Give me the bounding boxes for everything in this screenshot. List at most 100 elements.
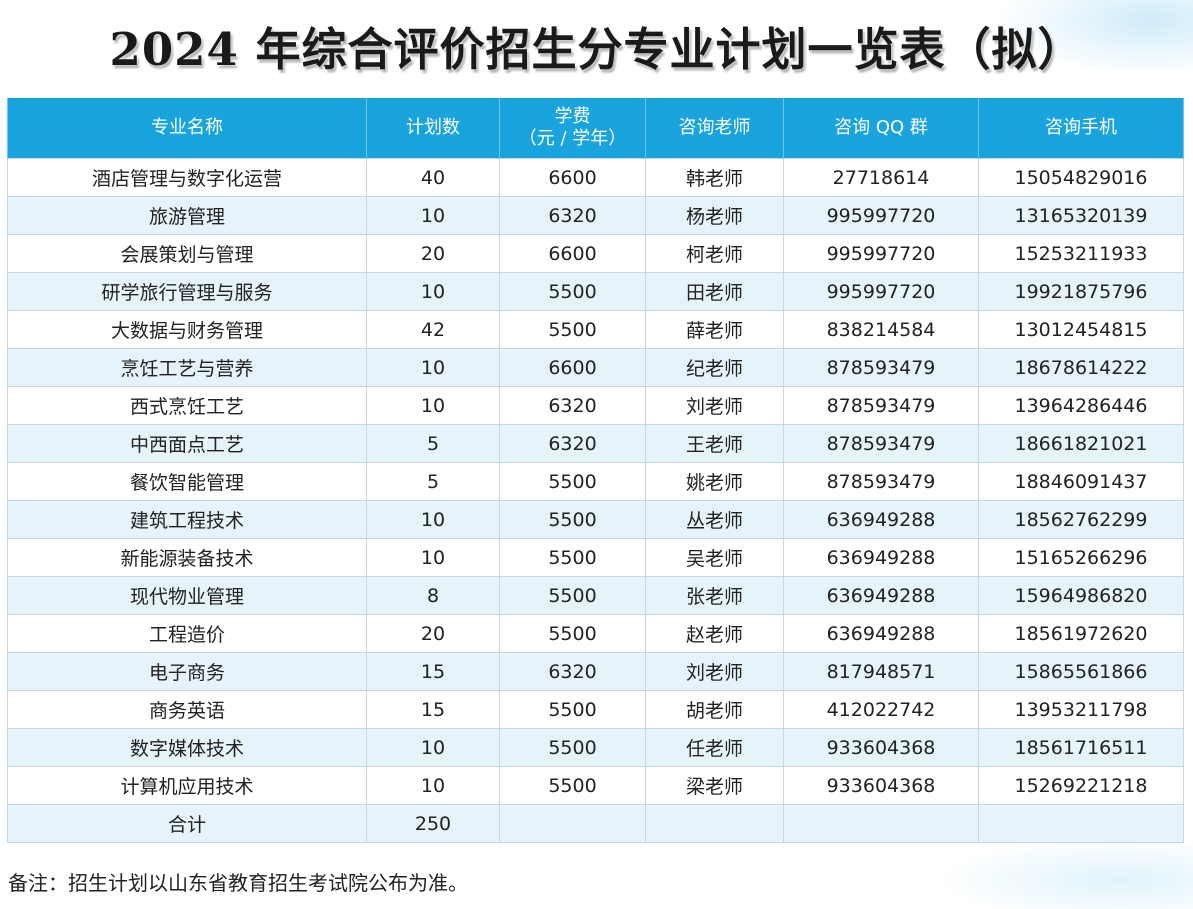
cell-teacher: 韩老师 (645, 158, 784, 197)
cell-fee: 5500 (499, 310, 646, 349)
cell-phone: 15165266296 (978, 538, 1184, 577)
header-fee-line1: 学费 (554, 106, 591, 127)
table-row: 研学旅行管理与服务 10 5500 田老师 995997720 19921875796 (7, 272, 1184, 311)
cell-teacher: 梁老师 (645, 766, 784, 805)
cell-teacher: 王老师 (645, 424, 784, 463)
cell-plan: 15 (366, 690, 500, 729)
cell-phone: 18561716511 (978, 728, 1184, 767)
table-body: 酒店管理与数字化运营 40 6600 韩老师 27718614 15054829016 旅游… (7, 158, 1184, 843)
cell-qq: 933604368 (783, 728, 979, 767)
cell-plan: 8 (366, 576, 500, 615)
cell-teacher: 姚老师 (645, 462, 784, 501)
cell-fee: 5500 (499, 272, 646, 311)
footnote: 备注：招生计划以山东省教育招生考试院公布为准。 (8, 871, 468, 895)
cell-fee: 5500 (499, 576, 646, 615)
cell-qq: 878593479 (783, 462, 979, 501)
cell-major: 酒店管理与数字化运营 (7, 158, 367, 197)
cell-qq: 27718614 (783, 158, 979, 197)
cell-fee: 5500 (499, 766, 646, 805)
cell-fee: 6600 (499, 158, 646, 197)
cell-major: 数字媒体技术 (7, 728, 367, 767)
cell-phone: 18678614222 (978, 348, 1184, 387)
cell-plan: 40 (366, 158, 500, 197)
cell-teacher: 刘老师 (645, 386, 784, 425)
cell-fee: 5500 (499, 614, 646, 653)
cell-qq: 412022742 (783, 690, 979, 729)
cell-teacher: 薛老师 (645, 310, 784, 349)
cell-plan: 10 (366, 196, 500, 235)
cell-qq: 995997720 (783, 234, 979, 273)
table-row: 电子商务 15 6320 刘老师 817948571 15865561866 (7, 652, 1184, 691)
table-row: 商务英语 15 5500 胡老师 412022742 13953211798 (7, 690, 1184, 729)
cell-fee: 5500 (499, 462, 646, 501)
table-row: 会展策划与管理 20 6600 柯老师 995997720 15253211933 (7, 234, 1184, 273)
total-empty-cell (645, 804, 784, 843)
cell-phone: 13165320139 (978, 196, 1184, 235)
cell-phone: 15964986820 (978, 576, 1184, 615)
cell-fee: 6320 (499, 424, 646, 463)
cell-teacher: 丛老师 (645, 500, 784, 539)
cell-fee: 5500 (499, 728, 646, 767)
cell-plan: 10 (366, 766, 500, 805)
cell-fee: 5500 (499, 538, 646, 577)
cell-major: 电子商务 (7, 652, 367, 691)
cell-fee: 6600 (499, 234, 646, 273)
cell-qq: 995997720 (783, 196, 979, 235)
cell-plan: 5 (366, 424, 500, 463)
table-row: 工程造价 20 5500 赵老师 636949288 18561972620 (7, 614, 1184, 653)
header-fee: 学费 （元 / 学年） (499, 98, 646, 159)
cell-plan: 5 (366, 462, 500, 501)
table-row: 建筑工程技术 10 5500 丛老师 636949288 18562762299 (7, 500, 1184, 539)
table-row: 餐饮智能管理 5 5500 姚老师 878593479 18846091437 (7, 462, 1184, 501)
cell-qq: 995997720 (783, 272, 979, 311)
table-row: 中西面点工艺 5 6320 王老师 878593479 18661821021 (7, 424, 1184, 463)
cell-fee: 5500 (499, 500, 646, 539)
cell-plan: 10 (366, 348, 500, 387)
cell-fee: 6320 (499, 652, 646, 691)
cell-major: 计算机应用技术 (7, 766, 367, 805)
cell-phone: 19921875796 (978, 272, 1184, 311)
cell-qq: 817948571 (783, 652, 979, 691)
cell-teacher: 胡老师 (645, 690, 784, 729)
header-phone: 咨询手机 (978, 98, 1184, 159)
cell-qq: 878593479 (783, 348, 979, 387)
cell-major: 建筑工程技术 (7, 500, 367, 539)
cell-major: 会展策划与管理 (7, 234, 367, 273)
cell-teacher: 刘老师 (645, 652, 784, 691)
cell-qq: 933604368 (783, 766, 979, 805)
cell-plan: 10 (366, 500, 500, 539)
total-empty-cell (783, 804, 979, 843)
cell-major: 研学旅行管理与服务 (7, 272, 367, 311)
cell-major: 大数据与财务管理 (7, 310, 367, 349)
total-row: 合计 250 (7, 804, 1184, 843)
cell-plan: 10 (366, 728, 500, 767)
cell-fee: 6600 (499, 348, 646, 387)
cell-fee: 6320 (499, 196, 646, 235)
total-empty-cell (499, 804, 646, 843)
cell-major: 旅游管理 (7, 196, 367, 235)
cell-qq: 878593479 (783, 386, 979, 425)
table-row: 烹饪工艺与营养 10 6600 纪老师 878593479 18678614222 (7, 348, 1184, 387)
cell-phone: 18562762299 (978, 500, 1184, 539)
table-row: 西式烹饪工艺 10 6320 刘老师 878593479 13964286446 (7, 386, 1184, 425)
total-label: 合计 (7, 804, 367, 843)
cell-phone: 18846091437 (978, 462, 1184, 501)
cell-teacher: 任老师 (645, 728, 784, 767)
cell-phone: 15865561866 (978, 652, 1184, 691)
cell-qq: 838214584 (783, 310, 979, 349)
cell-teacher: 张老师 (645, 576, 784, 615)
header-fee-line2: （元 / 学年） (518, 128, 627, 149)
cell-fee: 5500 (499, 690, 646, 729)
table-row: 大数据与财务管理 42 5500 薛老师 838214584 13012454815 (7, 310, 1184, 349)
total-empty-cell (978, 804, 1184, 843)
cell-major: 烹饪工艺与营养 (7, 348, 367, 387)
cell-qq: 636949288 (783, 576, 979, 615)
header-major: 专业名称 (7, 98, 367, 159)
table-row: 酒店管理与数字化运营 40 6600 韩老师 27718614 15054829016 (7, 158, 1184, 197)
cell-phone: 18661821021 (978, 424, 1184, 463)
cell-plan: 20 (366, 614, 500, 653)
page-title: 2024 年综合评价招生分专业计划一览表（拟） (109, 23, 1084, 76)
cell-major: 工程造价 (7, 614, 367, 653)
enrollment-plan-table: 专业名称 计划数 学费 （元 / 学年） 咨询老师 咨询 QQ 群 咨询手机 酒… (7, 98, 1184, 843)
cell-teacher: 纪老师 (645, 348, 784, 387)
